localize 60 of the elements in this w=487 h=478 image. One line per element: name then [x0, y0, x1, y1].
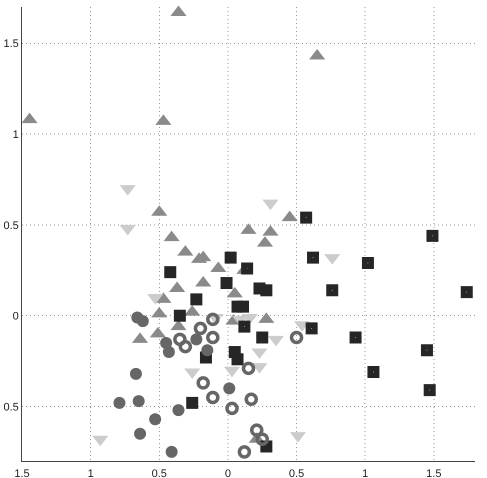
point — [206, 312, 220, 326]
point — [241, 262, 254, 274]
point — [237, 300, 250, 313]
point — [194, 322, 208, 336]
point — [362, 257, 374, 270]
point — [172, 404, 184, 416]
point — [256, 332, 268, 344]
x-tick-label: 0.5 — [288, 468, 304, 478]
point — [290, 330, 304, 344]
point — [164, 266, 176, 278]
y-tick-label: 1 — [12, 128, 19, 141]
point — [149, 413, 162, 426]
x-tick-label: 1 — [362, 468, 368, 478]
point — [250, 423, 264, 437]
point — [174, 310, 186, 322]
point — [426, 230, 438, 242]
point — [307, 252, 320, 264]
point — [367, 366, 380, 378]
point — [232, 353, 244, 366]
point — [201, 344, 214, 356]
x-tick-label: 0 — [224, 468, 231, 478]
point — [162, 346, 175, 358]
point — [225, 402, 239, 416]
point — [300, 212, 312, 224]
point — [238, 320, 250, 333]
point — [306, 322, 318, 334]
point — [223, 382, 236, 394]
point — [186, 396, 198, 409]
point — [130, 368, 142, 380]
x-tick-label: 1.5 — [426, 468, 442, 478]
point — [190, 333, 202, 346]
y-tick-label: 0 — [12, 310, 19, 323]
point — [166, 446, 178, 458]
point — [173, 332, 187, 346]
point — [132, 395, 145, 408]
point — [134, 428, 146, 440]
point — [424, 384, 436, 396]
point — [206, 390, 220, 404]
x-tick-label: 1 — [88, 468, 94, 478]
point — [178, 340, 192, 354]
y-tick-label: 1.5 — [4, 38, 19, 50]
point — [326, 284, 338, 296]
point — [113, 396, 126, 409]
point — [242, 362, 256, 376]
point — [196, 376, 210, 390]
point — [220, 277, 233, 290]
point — [136, 315, 149, 328]
y-tick-label: 0.5 — [4, 220, 19, 232]
point — [206, 330, 220, 344]
point — [190, 293, 202, 306]
x-tick-label: 0.5 — [152, 468, 167, 478]
point — [238, 445, 252, 459]
point — [224, 252, 237, 264]
point — [350, 332, 362, 344]
point — [255, 432, 269, 446]
y-tick-label: 0.5 — [4, 401, 19, 414]
point — [460, 286, 473, 298]
point — [420, 344, 433, 356]
point — [244, 392, 258, 406]
point — [260, 284, 272, 296]
